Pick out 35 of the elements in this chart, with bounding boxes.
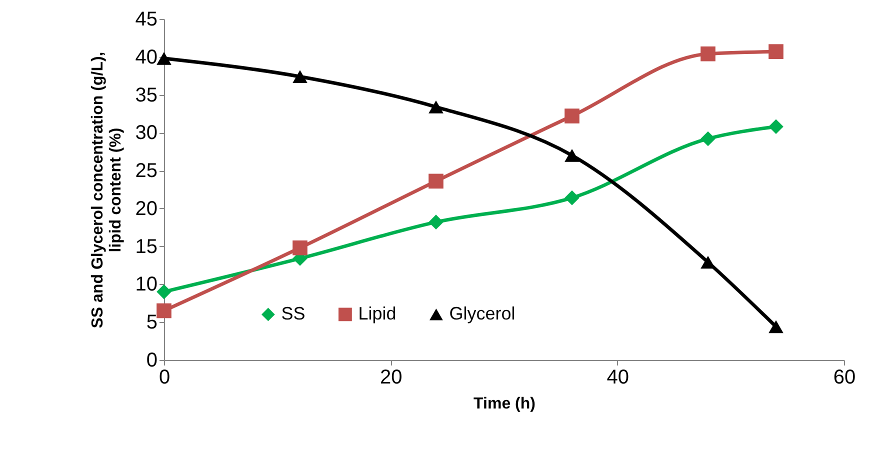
x-axis-title: Time (h) [474,396,536,412]
legend-label: Lipid [358,303,396,324]
y-tick-label: 25 [135,160,158,182]
point [292,240,308,256]
point [564,148,580,162]
y-tick-label: 35 [135,84,158,106]
legend-label: SS [281,303,306,324]
point [156,284,172,300]
x-tick-label: 40 [606,366,629,388]
point [156,52,172,65]
x-tick-label: 60 [833,366,856,388]
y-tick-label: 20 [135,198,158,220]
y-tick-label: 30 [135,122,158,144]
point [700,256,716,269]
y-tick-label: 40 [135,46,158,68]
point [156,303,172,318]
y-tick-label: 10 [135,274,158,296]
point [768,44,784,59]
y-tick-label: 15 [135,236,158,258]
point [428,214,444,230]
x-tick-label: 20 [380,366,402,388]
y-axis-title: SS and Glycerol concentration (g/L), lipid content (%) [89,52,124,328]
y-tick-label: 5 [146,312,158,334]
point [768,119,784,134]
y-tick-label: 0 [146,350,158,372]
point [564,190,580,206]
point [700,131,716,146]
point [564,108,580,124]
point [428,100,444,114]
point [700,46,716,62]
y-tick-label: 45 [135,8,158,30]
legend-label: Glycerol [449,303,516,324]
point [292,70,308,84]
point [768,320,784,334]
point [428,174,444,189]
